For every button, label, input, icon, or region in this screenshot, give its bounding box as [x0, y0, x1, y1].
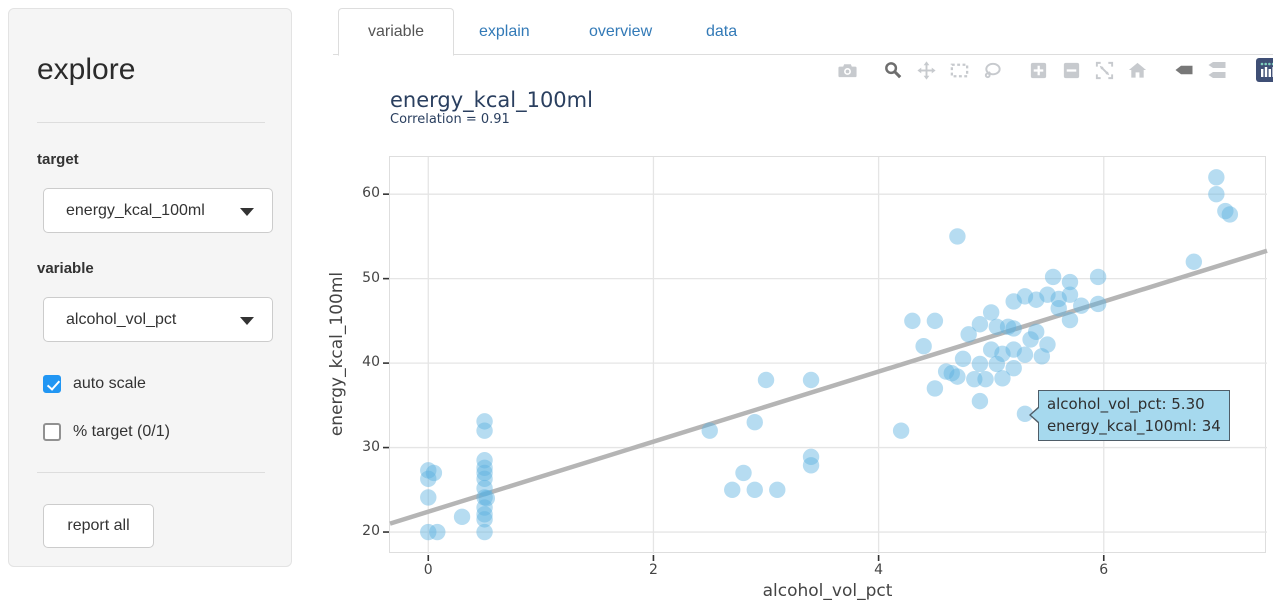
plot-title: energy_kcal_100ml	[390, 88, 593, 112]
scatter-plot-panel[interactable]: alcohol_vol_pct: 5.30 energy_kcal_100ml:…	[362, 156, 1268, 578]
plotly-logo-icon[interactable]	[1251, 57, 1273, 83]
auto-scale-checkbox-row[interactable]: auto scale	[43, 375, 146, 393]
tab-explain[interactable]: explain	[479, 22, 530, 40]
hover-closest-icon[interactable]	[1167, 57, 1200, 83]
x-tick-label: 6	[1099, 562, 1109, 578]
camera-icon[interactable]	[831, 57, 864, 83]
report-all-button[interactable]: report all	[43, 504, 154, 548]
pan-icon[interactable]	[910, 57, 943, 83]
zoom-in-icon[interactable]	[1022, 57, 1055, 83]
target-label: target	[37, 151, 79, 168]
target-select[interactable]: energy_kcal_100ml	[43, 188, 273, 233]
y-tick-label: 50	[362, 269, 380, 286]
tooltip-line-y: energy_kcal_100ml: 34	[1046, 416, 1221, 435]
x-tick-label: 0	[423, 562, 433, 578]
y-tick-label: 20	[362, 523, 380, 540]
chevron-down-icon	[240, 208, 254, 216]
plotly-modebar	[831, 57, 1273, 83]
pct-target-checkbox[interactable]	[43, 423, 61, 441]
sidebar-divider	[37, 122, 265, 123]
tab-variable[interactable]: variable	[338, 8, 455, 56]
zoom-icon[interactable]	[877, 57, 910, 83]
tooltip-line-x: alcohol_vol_pct: 5.30	[1046, 394, 1205, 413]
autoscale-icon[interactable]	[1088, 57, 1121, 83]
x-tick-label: 2	[648, 562, 658, 578]
zoom-out-icon[interactable]	[1055, 57, 1088, 83]
reset-axes-home-icon[interactable]	[1121, 57, 1154, 83]
y-tick-label: 30	[362, 438, 380, 455]
tab-data[interactable]: data	[706, 22, 738, 40]
x-axis-title: alcohol_vol_pct	[762, 581, 893, 601]
y-tick-label: 40	[362, 354, 380, 371]
x-tick-label: 4	[874, 562, 884, 578]
pct-target-label: % target (0/1)	[73, 423, 170, 440]
scatter-plot-canvas	[383, 157, 1268, 561]
target-select-value: energy_kcal_100ml	[66, 201, 205, 219]
variable-label: variable	[37, 260, 94, 277]
variable-select[interactable]: alcohol_vol_pct	[43, 297, 273, 342]
auto-scale-checkbox[interactable]	[43, 375, 61, 393]
y-tick-label: 60	[362, 185, 380, 202]
pct-target-checkbox-row[interactable]: % target (0/1)	[43, 423, 170, 441]
hover-compare-icon[interactable]	[1200, 57, 1233, 83]
lasso-select-icon[interactable]	[976, 57, 1009, 83]
hover-tooltip: alcohol_vol_pct: 5.30 energy_kcal_100ml:…	[1028, 389, 1230, 441]
y-axis-title: energy_kcal_100ml	[327, 271, 347, 437]
sidebar-divider	[37, 472, 265, 473]
auto-scale-label: auto scale	[73, 375, 146, 392]
box-select-icon[interactable]	[943, 57, 976, 83]
tab-bar: variable explain overview data	[333, 8, 1273, 56]
tab-overview[interactable]: overview	[589, 22, 653, 40]
plot-subtitle: Correlation = 0.91	[390, 112, 510, 127]
explore-sidebar: explore target energy_kcal_100ml variabl…	[8, 8, 292, 567]
sidebar-title: explore	[37, 53, 136, 86]
variable-select-value: alcohol_vol_pct	[66, 310, 177, 328]
chevron-down-icon	[240, 317, 254, 325]
